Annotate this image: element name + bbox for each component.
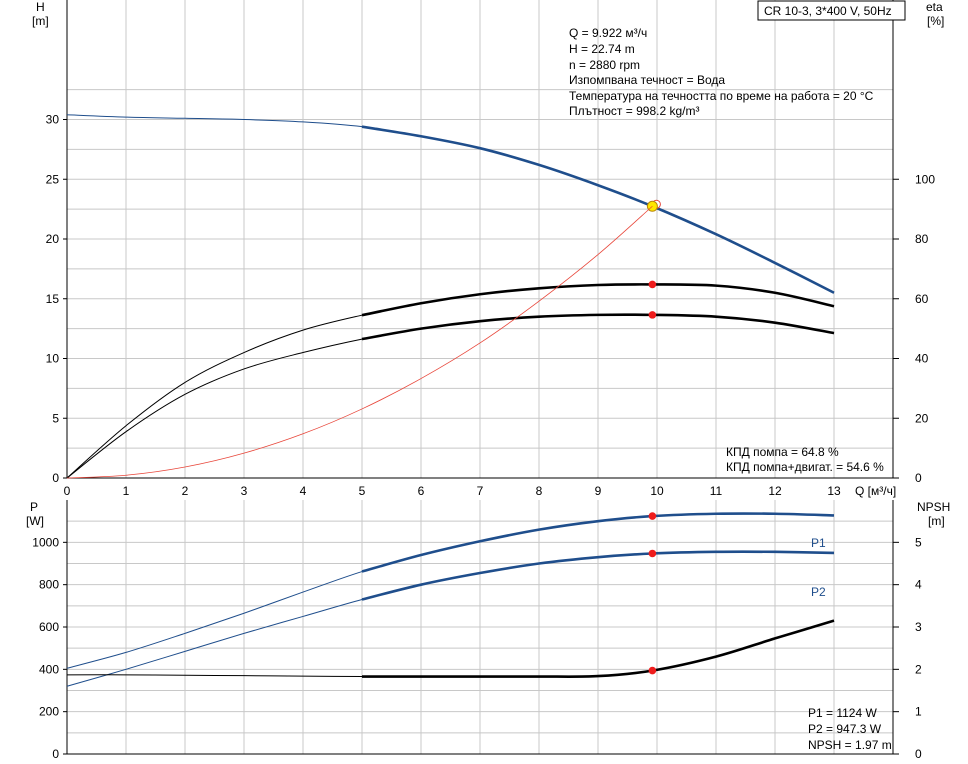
top-y-right-tick-label: 40	[915, 352, 929, 366]
operating-point-marker-P1	[648, 512, 657, 520]
x-tick-label: 9	[595, 484, 602, 498]
x-tick-label: 12	[768, 484, 782, 498]
x-tick-label: 0	[64, 484, 71, 498]
operating-point-marker-NPSH	[648, 666, 657, 675]
top-y-right-tick-label: 80	[915, 232, 929, 246]
curve-bold-P1	[361, 512, 835, 573]
info-liquid: Изпомпвана течност = Вода	[569, 73, 725, 87]
bottom-y-right-tick-label: 2	[915, 662, 922, 676]
x-tick-label: 10	[650, 484, 664, 498]
info-density: Плътност = 998.2 kg/m³	[569, 104, 699, 118]
top-y-right-label-name: eta	[926, 0, 943, 14]
x-tick-label: 13	[827, 484, 841, 498]
top-y-left-tick-label: 20	[46, 232, 60, 246]
top-y-right-label-unit: [%]	[927, 14, 944, 28]
bottom-y-right-tick-label: 3	[915, 620, 922, 634]
curve-eta_pump	[66, 283, 835, 479]
top-y-left-tick-label: 30	[46, 113, 60, 127]
bottom-y-right-tick-label: 4	[915, 578, 922, 592]
curve-bold-eta_total	[361, 313, 835, 341]
value-p1: P1 = 1124 W	[808, 706, 877, 720]
x-tick-label: 6	[418, 484, 425, 498]
top-y-right-tick-label: 100	[915, 172, 935, 186]
info-head: H = 22.74 m	[569, 42, 635, 56]
x-tick-label: 3	[241, 484, 248, 498]
curve-bold-P2	[361, 550, 835, 601]
bottom-y-left-label-name: P	[30, 500, 38, 514]
curve-P2	[66, 551, 835, 687]
curve-bold-H	[361, 125, 835, 294]
bottom-y-left-tick-label: 200	[39, 705, 59, 719]
curve-P1	[66, 513, 835, 669]
x-tick-label: 1	[123, 484, 130, 498]
x-tick-label: 7	[477, 484, 484, 498]
x-tick-label: 5	[359, 484, 366, 498]
top-y-right-tick-label: 0	[915, 471, 922, 485]
curve-bold-eta_pump	[361, 283, 835, 317]
bottom-y-right-label-unit: [m]	[928, 514, 945, 528]
bottom-y-right-tick-label: 5	[915, 535, 922, 549]
bottom-y-left-tick-label: 400	[39, 662, 59, 676]
info-speed: n = 2880 rpm	[569, 58, 640, 72]
top-y-left-tick-label: 0	[52, 471, 59, 485]
operating-point-marker-eta_pump	[648, 280, 657, 289]
bottom-plot-grid	[63, 500, 899, 755]
top-y-right-tick-label: 20	[915, 411, 929, 425]
x-tick-label: 8	[536, 484, 543, 498]
bottom-y-left-tick-label: 1000	[32, 535, 59, 549]
x-tick-label: 4	[300, 484, 307, 498]
top-y-left-tick-label: 15	[46, 292, 60, 306]
bottom-y-left-tick-label: 600	[39, 620, 59, 634]
bottom-y-left-tick-label: 0	[52, 747, 59, 761]
value-npsh: NPSH = 1.97 m	[808, 738, 892, 752]
series-label-p2: P2	[811, 585, 826, 599]
info-temperature: Температура на течността по време на раб…	[569, 89, 874, 103]
top-y-left-tick-label: 25	[46, 172, 60, 186]
x-tick-label: 2	[182, 484, 189, 498]
operating-point-marker-P2	[648, 549, 657, 558]
operating-point-marker-eta_total	[648, 311, 657, 319]
top-y-right-tick-label: 60	[915, 292, 929, 306]
bottom-y-right-tick-label: 0	[915, 747, 922, 761]
info-flow: Q = 9.922 м³/ч	[569, 26, 647, 40]
top-y-left-label-name: H	[36, 0, 45, 14]
top-y-left-label-unit: [m]	[32, 14, 49, 28]
curve-eta_total	[66, 314, 835, 479]
bottom-y-left-label-unit: [W]	[26, 514, 44, 528]
title-box	[757, 0, 906, 21]
top-y-left-tick-label: 5	[52, 411, 59, 425]
series-label-p1: P1	[811, 536, 826, 550]
curve-bold-NPSH	[361, 619, 835, 678]
bottom-y-right-tick-label: 1	[915, 705, 922, 719]
top-plot-grid	[63, 0, 899, 479]
chart-marks	[66, 114, 835, 687]
eff-pump: КПД помпа = 64.8 %	[726, 445, 839, 459]
top-y-left-tick-label: 10	[46, 352, 60, 366]
eff-pump-motor: КПД помпа+двигат. = 54.6 %	[726, 460, 884, 474]
bottom-y-right-label-name: NPSH	[917, 500, 950, 514]
x-tick-label: 11	[710, 484, 723, 498]
curve-H_system	[66, 205, 653, 479]
x-axis-label: Q [м³/ч]	[855, 484, 896, 498]
chart-title: CR 10-3, 3*400 V, 50Hz	[764, 4, 892, 18]
bottom-y-left-tick-label: 800	[39, 578, 59, 592]
value-p2: P2 = 947.3 W	[808, 722, 882, 736]
